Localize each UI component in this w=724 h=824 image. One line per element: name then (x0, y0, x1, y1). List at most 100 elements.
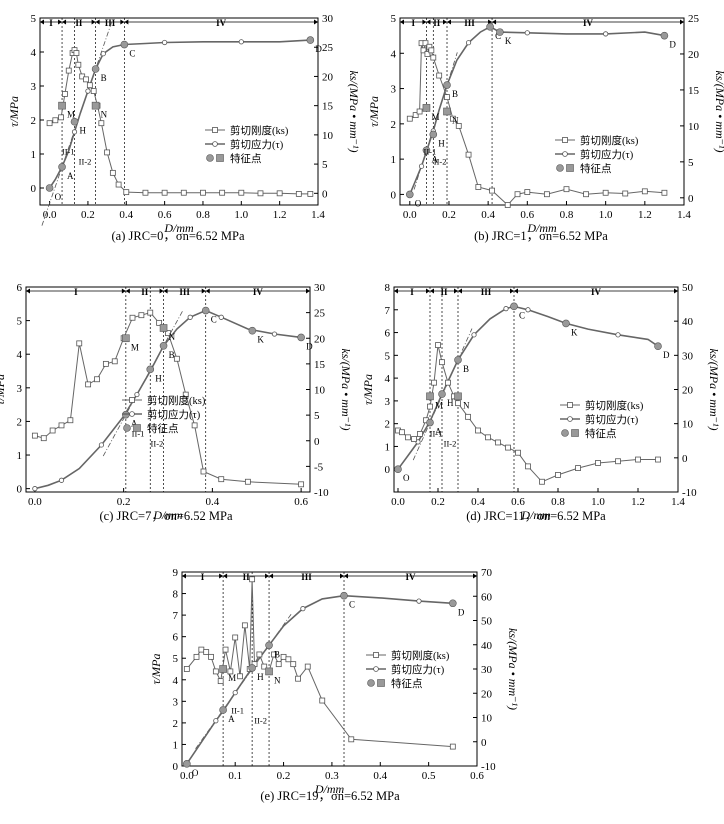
ks-marker (543, 191, 550, 198)
tau-marker (162, 39, 168, 46)
legend: 剪切刚度(ks)剪切应力(τ) 特征点 (366, 649, 450, 690)
x-axis-label: D/mm (314, 782, 345, 796)
tau-marker (416, 598, 422, 604)
legend-label-points: 特征点 (230, 153, 262, 165)
y-tick-label-right: 5 (322, 159, 328, 171)
tau-marker (271, 331, 278, 337)
ks-marker (424, 51, 431, 57)
x-tick-label: 0.6 (511, 496, 525, 508)
legend-label-points: 特征点 (391, 678, 423, 690)
ks-marker (180, 189, 187, 196)
tau-marker (503, 306, 509, 312)
ks-marker (76, 340, 83, 347)
feature-point-label: B (101, 73, 107, 83)
ks-marker (505, 444, 511, 451)
y-tick-label-left: 1 (391, 154, 397, 166)
ks-marker (514, 191, 521, 198)
y-tick-label-right: 20 (682, 385, 694, 397)
ks-marker (295, 675, 301, 682)
x-tick-label: 0.6 (520, 209, 534, 221)
feature-point-C (510, 302, 518, 311)
x-tick-label: 0.2 (117, 496, 131, 508)
y-tick-label-left: 3 (385, 396, 391, 408)
feature-point-K (248, 326, 257, 335)
ks-marker (280, 653, 287, 660)
tau-marker (615, 332, 621, 338)
ks-marker (406, 115, 413, 122)
y-tick-label-right: 50 (682, 282, 694, 294)
feature-point-N (443, 107, 451, 116)
y-tick-label-left: 2 (31, 115, 37, 127)
x-tick-label: 0.2 (431, 496, 445, 508)
legend-label-tau: 剪切应力(τ) (230, 138, 284, 151)
substage-label: II-2 (444, 439, 457, 449)
ks-marker (222, 646, 229, 653)
x-tick-label: 0.1 (228, 770, 242, 782)
x-tick-label: 0.0 (43, 209, 57, 221)
y-tick-label-left: 1 (31, 149, 37, 161)
y-tick-label-left: 2 (391, 119, 397, 131)
ks-marker (85, 381, 92, 388)
ks-marker (307, 190, 314, 197)
tau-marker (300, 606, 306, 612)
x-tick-label: 0.8 (196, 209, 210, 221)
x-tick-label: 0.4 (471, 496, 485, 508)
tau-marker (218, 314, 224, 320)
y-tick-label-right: 15 (322, 101, 334, 113)
ks-marker (275, 661, 282, 668)
feature-point-label: C (519, 310, 525, 320)
stage-arrowheads (125, 288, 164, 294)
y-tick-label-left: 6 (173, 632, 179, 644)
ks-marker (65, 67, 72, 74)
stage-label: IV (253, 287, 264, 297)
y-tick-label-right: 0 (322, 188, 328, 200)
ks-marker (40, 435, 47, 442)
feature-point-A (426, 418, 434, 427)
substage-label: II-2 (434, 157, 447, 167)
y-tick-label-right: 60 (481, 591, 493, 603)
ks-marker (238, 189, 245, 196)
ks-marker (428, 47, 435, 54)
stage-label: I (49, 18, 53, 28)
legend-label-tau: 剪切应力(τ) (585, 413, 639, 426)
tau-marker (187, 314, 193, 320)
y-tick-label-right: 20 (688, 49, 700, 61)
legend-marker-point-square (133, 424, 141, 432)
substage-label: II-2 (254, 716, 267, 726)
chart-panel-b: 0.0 0.2 0.4 0.6 0.8 1.0 1.2 1.4 0 1 2 3 4 5 0 5 10 15 20 25… (367, 13, 724, 243)
feature-point-C (201, 306, 210, 315)
legend-label-ks: 剪切刚度(ks) (147, 394, 206, 407)
feature-point-label: N (274, 675, 281, 685)
legend-marker-point-circle (123, 424, 131, 432)
y-tick-label-right: 0 (481, 737, 487, 749)
feature-point-K (496, 28, 504, 36)
y-tick-label-right: 30 (481, 664, 493, 676)
tau-marker (465, 40, 472, 46)
ks-marker (475, 427, 481, 434)
y-tick-label-left: 5 (31, 13, 37, 25)
legend: 剪切刚度(ks)剪切应力(τ) 特征点 (555, 134, 639, 175)
feature-point-label: A (435, 427, 442, 437)
ks-marker (495, 439, 501, 446)
feature-point-A (58, 163, 66, 171)
x-tick-label: 1.0 (234, 209, 248, 221)
y-tick-label-left: 0 (391, 189, 397, 201)
y-tick-label-left: 4 (17, 349, 23, 361)
ks-marker (295, 190, 302, 197)
feature-point-K (562, 319, 570, 328)
legend-marker-point-square (377, 679, 385, 687)
ks-marker (241, 622, 248, 629)
ks-marker (98, 120, 105, 127)
stage-label: II (75, 18, 83, 28)
feature-point-D (306, 36, 315, 44)
tau-marker (603, 31, 609, 37)
feature-point-D (660, 31, 669, 40)
x-axis-label: D/mm (152, 508, 183, 522)
x-tick-label: 1.4 (671, 496, 685, 508)
y-tick-label-left: 1 (385, 441, 391, 453)
y-tick-label-right: 30 (322, 13, 334, 25)
feature-point-B (454, 356, 462, 364)
tau-marker (134, 391, 140, 398)
y-tick-label-left: 4 (385, 373, 391, 385)
ks-marker (111, 358, 118, 365)
